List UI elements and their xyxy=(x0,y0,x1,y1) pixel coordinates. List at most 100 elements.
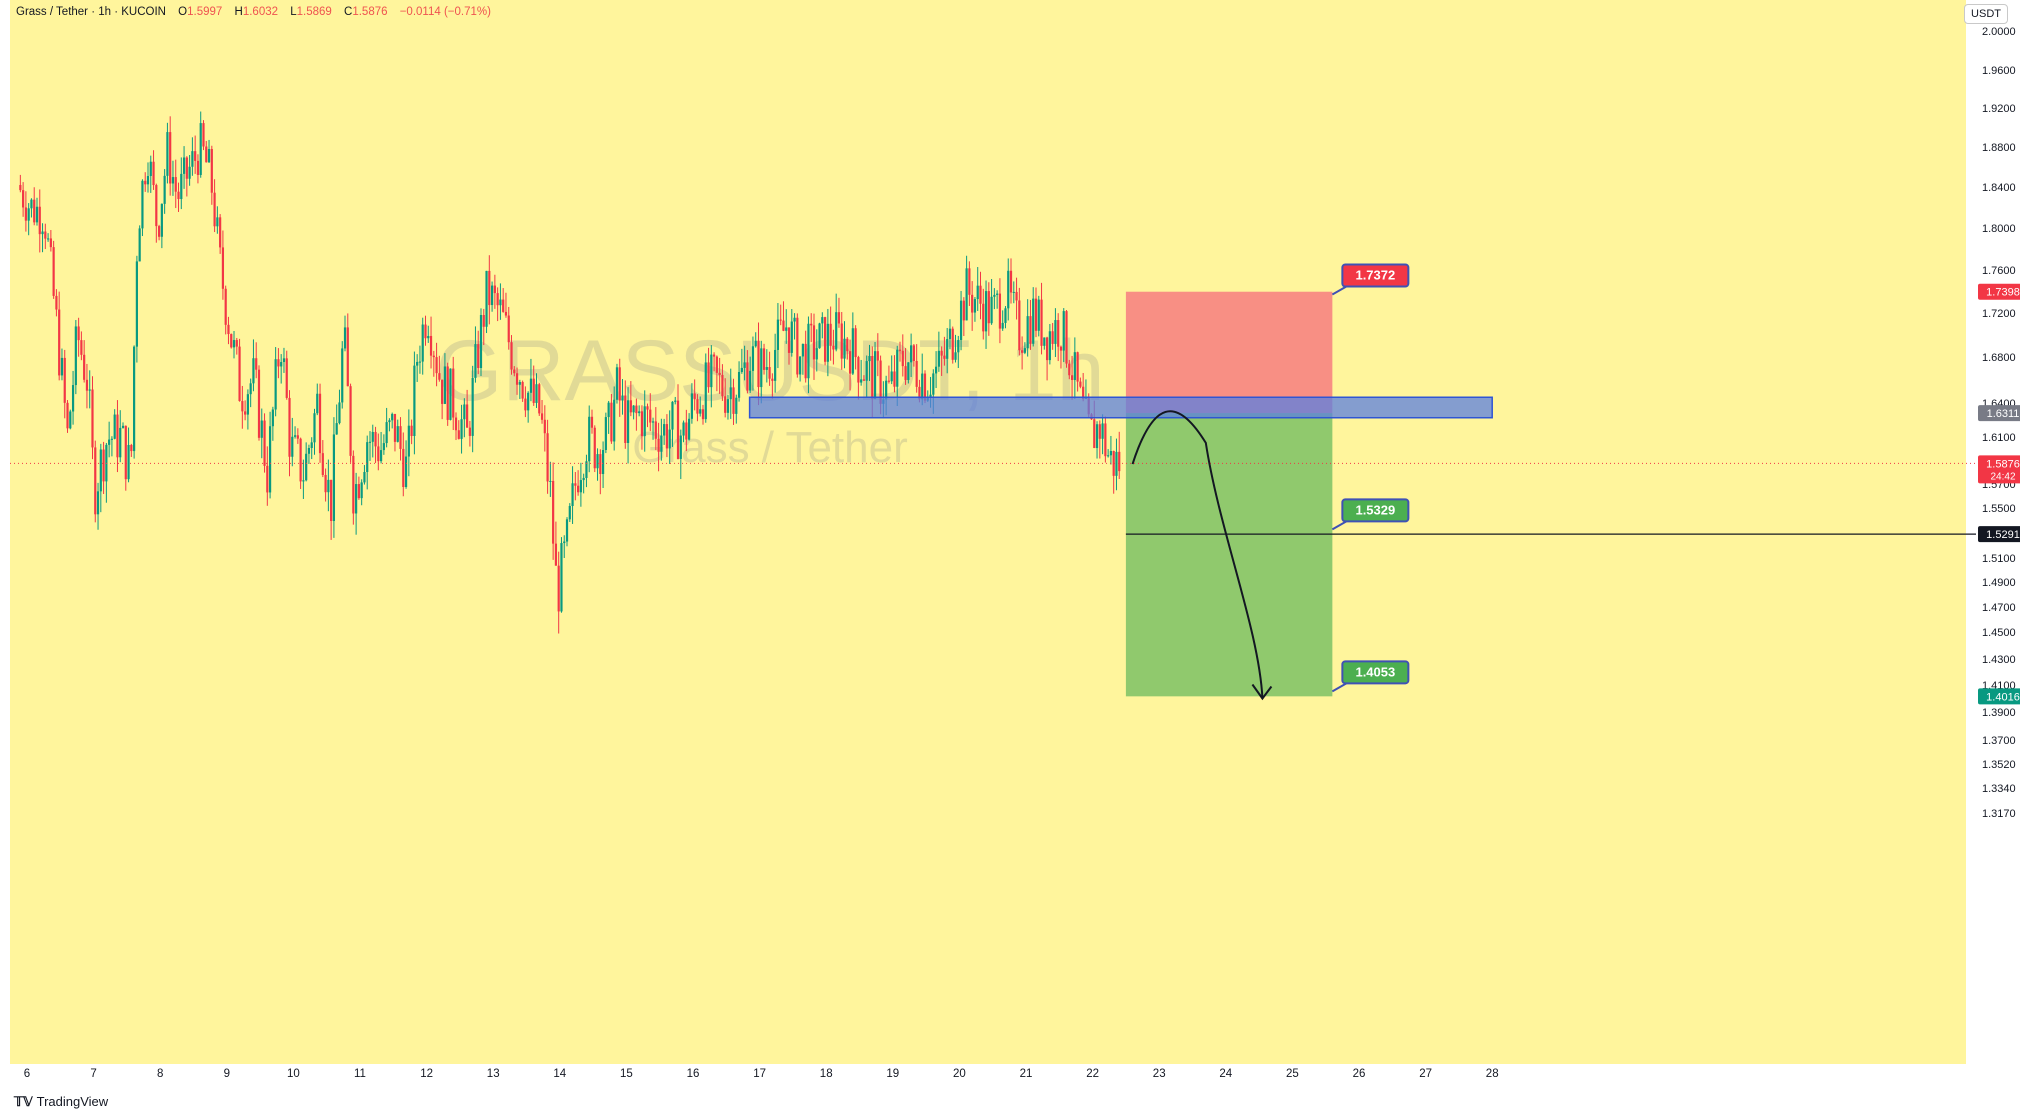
symbol-legend: Grass / Tether · 1h · KUCOIN O1.5997 H1.… xyxy=(16,6,491,18)
candle-body xyxy=(55,295,58,310)
candle-body xyxy=(812,325,816,360)
candle-body xyxy=(624,395,627,443)
candle-body xyxy=(821,317,824,324)
candle-body xyxy=(1076,352,1079,382)
projection-path[interactable] xyxy=(1131,410,1264,699)
symbol-title[interactable]: Grass / Tether · 1h · KUCOIN xyxy=(16,6,166,18)
close-label: C xyxy=(344,6,353,18)
candle-body xyxy=(898,349,902,351)
candle-body xyxy=(22,190,25,208)
candle-body xyxy=(754,340,757,347)
candle-body xyxy=(152,161,155,186)
candle-body xyxy=(321,453,324,475)
stop-loss-zone[interactable] xyxy=(1125,291,1333,414)
candle-body xyxy=(518,382,521,385)
candle-body xyxy=(568,506,571,520)
candle-body xyxy=(657,438,660,452)
y-tick-label: 1.9200 xyxy=(1982,103,2016,115)
candle-body xyxy=(166,132,169,176)
candle-body xyxy=(282,358,286,363)
candle-body xyxy=(1059,346,1063,351)
candle-body xyxy=(24,207,27,221)
x-tick-label: 27 xyxy=(1419,1068,1432,1080)
price-axis-label[interactable] xyxy=(1978,455,2020,484)
callout-box[interactable] xyxy=(1341,660,1410,685)
callout-box[interactable] xyxy=(1341,263,1410,288)
candle-body xyxy=(904,366,907,380)
time-axis[interactable] xyxy=(10,1064,2020,1082)
candle-body xyxy=(574,483,577,486)
y-tick-label: 1.6100 xyxy=(1982,432,2016,444)
candle-body xyxy=(490,285,494,306)
candle-body xyxy=(1012,291,1015,293)
tradingview-logo[interactable]: 𝕋𝕍 TradingView xyxy=(14,1094,108,1110)
candle-body xyxy=(413,365,416,436)
candle-body xyxy=(1009,270,1013,293)
x-tick-label: 26 xyxy=(1353,1068,1366,1080)
candle-body xyxy=(452,368,455,418)
take-profit-zone[interactable] xyxy=(1125,413,1333,697)
candle-body xyxy=(407,425,410,457)
x-tick-label: 11 xyxy=(354,1068,366,1080)
candle-body xyxy=(546,433,549,482)
resistance-zone[interactable] xyxy=(748,396,1493,419)
candle-body xyxy=(249,383,252,395)
candle-body xyxy=(110,438,114,440)
price-axis-label[interactable] xyxy=(1978,688,2020,705)
candle-body xyxy=(907,362,910,380)
candle-body xyxy=(377,446,380,462)
candle-body xyxy=(957,340,960,353)
callout-box[interactable] xyxy=(1341,498,1410,523)
candle-body xyxy=(216,217,219,227)
candle-body xyxy=(1048,331,1051,361)
candle-body xyxy=(324,474,327,493)
candle-body xyxy=(446,366,449,420)
candle-body xyxy=(540,413,544,420)
candle-body xyxy=(230,334,233,348)
candle-body xyxy=(954,352,957,360)
candle-body xyxy=(1115,451,1118,476)
candle-body xyxy=(865,361,868,381)
candle-body xyxy=(832,345,835,350)
candle-body xyxy=(146,176,150,185)
candle-body xyxy=(305,453,308,481)
candle-body xyxy=(757,340,760,388)
price-axis-label[interactable] xyxy=(1978,283,2020,300)
candle-body xyxy=(918,386,921,400)
x-tick-label: 13 xyxy=(487,1068,500,1080)
y-tick-label: 1.3340 xyxy=(1982,783,2016,795)
candle-body xyxy=(1104,423,1107,457)
candle-body xyxy=(613,399,616,442)
candle-body xyxy=(374,431,377,447)
candle-body xyxy=(169,132,172,184)
candle-body xyxy=(30,199,33,209)
y-tick-label: 1.8000 xyxy=(1982,223,2016,235)
candle-body xyxy=(246,394,249,415)
candle-body xyxy=(971,294,974,313)
currency-button[interactable]: USDT xyxy=(1964,4,2008,24)
price-axis-label[interactable] xyxy=(1978,405,2020,422)
price-axis-label[interactable] xyxy=(1978,526,2020,543)
candle-body xyxy=(141,180,144,229)
x-tick-label: 16 xyxy=(687,1068,700,1080)
candle-body xyxy=(796,317,799,375)
candle-body xyxy=(1026,316,1029,349)
low-label: L xyxy=(290,6,297,18)
candle-body xyxy=(790,321,793,353)
candle-body xyxy=(1023,348,1026,353)
candle-body xyxy=(779,319,782,321)
candle-body xyxy=(1015,291,1018,301)
y-tick-label: 1.8800 xyxy=(1982,142,2016,154)
candle-body xyxy=(871,356,874,399)
candle-body xyxy=(274,359,277,410)
candle-body xyxy=(77,326,80,341)
candle-body xyxy=(418,361,422,363)
candle-body xyxy=(740,367,743,372)
candle-body xyxy=(188,166,191,179)
candle-body xyxy=(404,456,408,487)
candle-body xyxy=(502,299,505,312)
candle-body xyxy=(46,238,50,240)
candle-body xyxy=(210,149,213,193)
